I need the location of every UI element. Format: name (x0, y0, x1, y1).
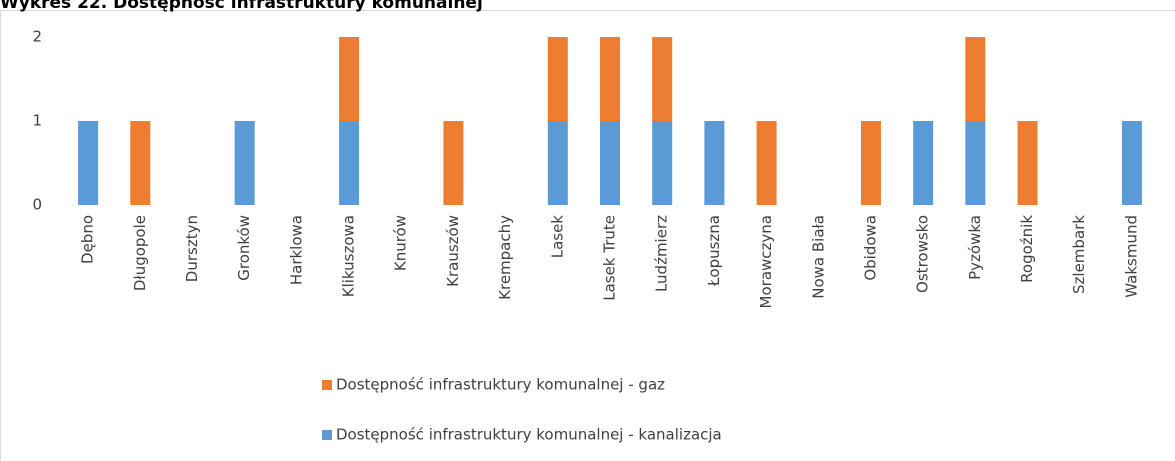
x-tick-label: Krauszów (444, 215, 462, 287)
x-tick-label: Szlembark (1070, 215, 1088, 294)
x-tick-label: Rogoźnik (1018, 215, 1036, 283)
bar-segment (1121, 121, 1142, 205)
legend-label: Dostępność infrastruktury komunalnej - g… (336, 376, 665, 394)
bar-segment (965, 121, 986, 205)
y-tick-label: 1 (32, 112, 42, 130)
bar-segment (756, 121, 777, 205)
x-tick-label: Długopole (131, 215, 149, 291)
legend-label: Dostępność infrastruktury komunalnej - k… (336, 426, 722, 444)
bar-segment (130, 121, 151, 205)
bar-segment (860, 121, 881, 205)
bar-segment (600, 121, 620, 205)
legend-swatch (322, 380, 332, 390)
chart-title: Wykres 22. Dostępność infrastruktury kom… (0, 0, 483, 13)
x-tick-label: Obidowa (861, 215, 879, 281)
bar-segment (339, 121, 360, 205)
chart-frame (0, 10, 1175, 461)
x-tick-label: Nowa Biała (809, 215, 827, 299)
x-tick-label: Łopuszna (705, 215, 723, 287)
bar-segment (704, 121, 725, 205)
y-tick-label: 0 (32, 196, 42, 214)
x-tick-label: Gronków (235, 215, 253, 281)
bar-segment (78, 121, 99, 205)
bar-segment (1017, 121, 1038, 205)
bar-segment (600, 37, 620, 121)
bar-segment (339, 37, 360, 121)
bar-segment (443, 121, 464, 205)
x-tick-label: Ostrowsko (914, 215, 932, 293)
y-tick-label: 2 (32, 28, 42, 46)
x-tick-label: Krempachy (496, 215, 514, 300)
bar-segment (965, 37, 986, 121)
bar-segment (547, 121, 568, 205)
x-tick-label: Knurów (392, 215, 410, 271)
x-tick-label: Dursztyn (183, 215, 201, 282)
bar-segment (913, 121, 934, 205)
bar-segment (652, 121, 673, 205)
bar-segment (652, 37, 673, 121)
legend-swatch (322, 430, 332, 440)
x-tick-label: Klikuszowa (340, 215, 358, 297)
x-tick-label: Morawczyna (757, 215, 775, 308)
x-tick-label: Lasek Trute (601, 215, 619, 301)
x-tick-label: Ludźmierz (653, 215, 671, 292)
x-tick-label: Dębno (79, 215, 97, 264)
x-tick-label: Harklowa (287, 215, 305, 285)
x-tick-label: Pyzówka (966, 215, 984, 280)
bar-segment (547, 37, 568, 121)
x-tick-label: Lasek (548, 215, 566, 259)
x-tick-label: Waksmund (1122, 215, 1140, 298)
bar-segment (234, 121, 255, 205)
